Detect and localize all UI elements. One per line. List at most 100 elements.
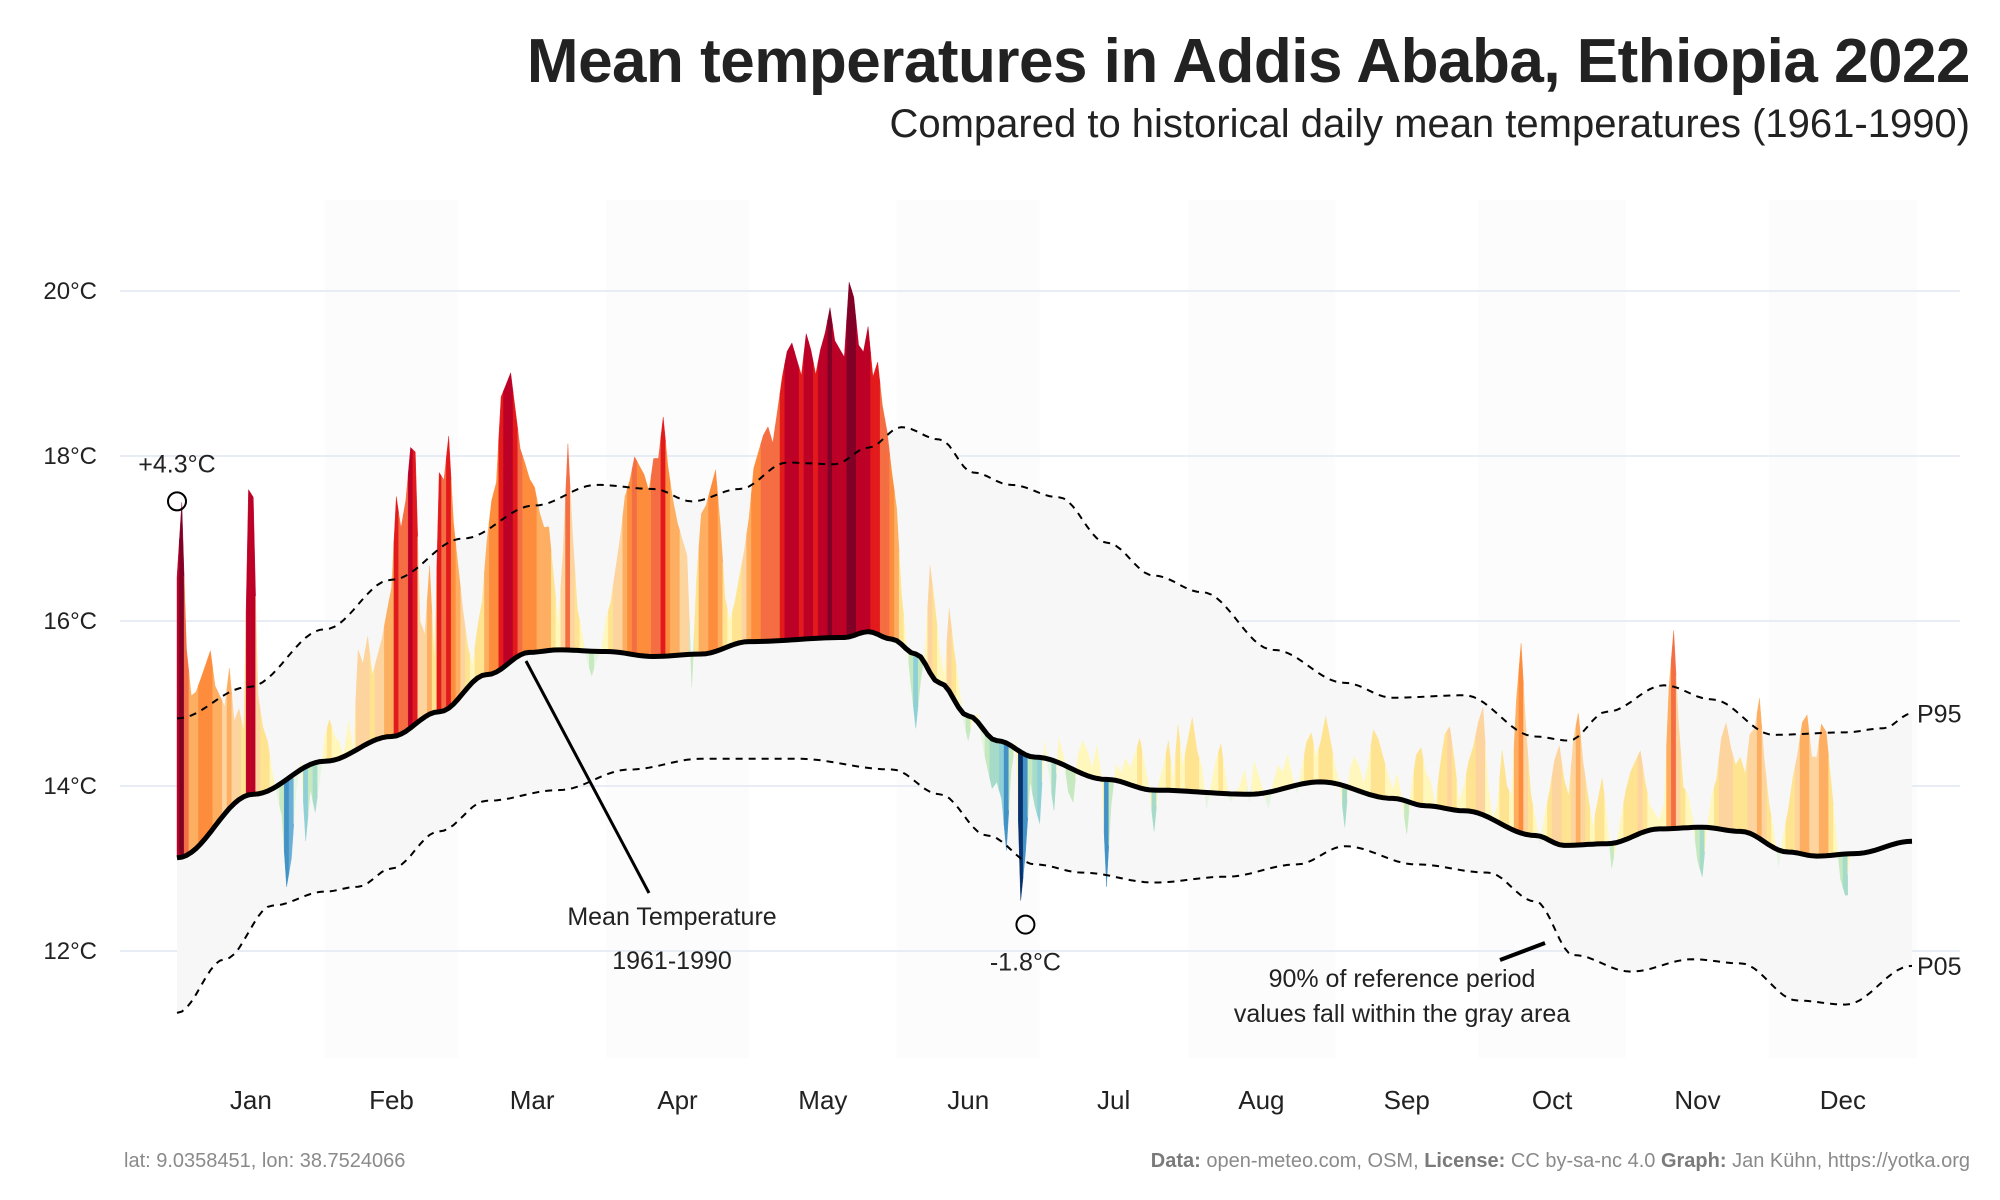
y-tick-label: 16°C: [43, 608, 97, 635]
anomaly-day-69: [498, 390, 504, 671]
anomaly-day-332: [1752, 713, 1758, 838]
anomaly-day-128: [779, 363, 785, 641]
y-tick-label: 12°C: [43, 938, 97, 965]
anomaly-day-133: [803, 333, 809, 640]
anomaly-day-77: [536, 499, 542, 653]
anomaly-day-2: [179, 502, 185, 858]
anomaly-day-268: [1447, 726, 1453, 810]
x-tick-label-jan: Jan: [230, 1085, 272, 1115]
anomaly-day-107: [679, 531, 685, 656]
x-tick-label-feb: Feb: [369, 1085, 414, 1115]
anomaly-day-308: [1637, 750, 1643, 835]
anomaly-day-33: [326, 718, 333, 762]
chart-subtitle: Compared to historical daily mean temper…: [889, 102, 1970, 146]
anomaly-day-76: [531, 482, 538, 653]
p95-label: P95: [1917, 700, 1961, 728]
mean-annotation-line2: 1961-1990: [612, 947, 732, 975]
anomaly-day-14: [236, 708, 242, 803]
x-tick-label-jun: Jun: [947, 1085, 989, 1115]
anomaly-day-9: [212, 668, 218, 830]
x-tick-label-apr: Apr: [657, 1085, 698, 1115]
graph-label: Graph:: [1660, 1150, 1727, 1172]
band-annotation-line1: 90% of reference period: [1269, 965, 1536, 993]
anomaly-day-138: [827, 307, 833, 639]
anomaly-day-262: [1418, 747, 1424, 806]
band-annotation-leader: [1499, 941, 1546, 962]
p05-line: [176, 757, 1913, 1014]
min-anomaly-marker: [1015, 914, 1036, 935]
max-anomaly-label: +4.3°C: [138, 450, 215, 478]
anomaly-day-125: [765, 426, 771, 642]
anomaly-day-134: [808, 341, 814, 640]
anomaly-day-11: [222, 687, 228, 818]
anomaly-day-12: [226, 668, 233, 812]
anomaly-day-172: [989, 736, 995, 789]
mean-annotation-leader: [524, 660, 651, 894]
y-axis: 12°C 14°C 16°C 18°C 20°C: [43, 278, 97, 965]
credits-footer: Data: open-meteo.com, OSM, License: CC b…: [1151, 1150, 1970, 1173]
anomaly-day-123: [755, 443, 762, 642]
graph-value: Jan Kühn, https://yotka.org: [1726, 1150, 1970, 1172]
anomaly-day-68: [493, 439, 499, 674]
anomaly-day-10: [217, 690, 223, 824]
anomaly-day-78: [541, 519, 547, 652]
anomaly-day-329: [1737, 756, 1744, 832]
license-label: License:: [1424, 1150, 1506, 1172]
anomaly-day-3: [183, 575, 190, 857]
anomaly-day-248: [1351, 755, 1357, 791]
x-tick-label-may: May: [798, 1085, 847, 1115]
anomaly-day-343: [1804, 714, 1810, 856]
anomaly-day-131: [794, 350, 800, 640]
anomaly-day-315: [1671, 630, 1677, 829]
anomaly-day-191: [1079, 740, 1086, 776]
anomaly-day-126: [770, 426, 776, 642]
anomaly-day-342: [1799, 717, 1806, 855]
anomaly-day-331: [1747, 730, 1753, 835]
anomaly-day-73: [517, 429, 523, 657]
y-tick-label: 14°C: [43, 773, 97, 800]
anomaly-day-97: [632, 456, 638, 656]
anomaly-day-122: [751, 460, 757, 642]
anomaly-day-72: [512, 391, 518, 661]
anomaly-day-48: [398, 512, 404, 736]
anomaly-day-129: [784, 346, 790, 641]
anomaly-day-58: [446, 435, 452, 710]
reference-p05-p95-band: [177, 427, 1912, 1013]
license-value: CC by-sa-nc 4.0: [1505, 1150, 1661, 1172]
x-tick-label-aug: Aug: [1238, 1085, 1284, 1115]
anomaly-day-127: [775, 393, 781, 642]
anomaly-day-102: [655, 437, 661, 657]
x-tick-label-sep: Sep: [1384, 1085, 1430, 1115]
anomaly-day-135: [813, 361, 819, 639]
anomaly-day-99: [641, 470, 647, 657]
anomaly-day-140: [837, 343, 843, 638]
anomaly-day-105: [670, 482, 676, 657]
anomaly-day-145: [860, 339, 866, 634]
x-tick-label-jul: Jul: [1097, 1085, 1130, 1115]
p05-label: P05: [1917, 953, 1961, 981]
anomaly-day-113: [708, 478, 714, 654]
anomaly-day-150: [884, 418, 890, 640]
anomaly-day-328: [1733, 756, 1739, 832]
anomaly-day-283: [1518, 643, 1524, 835]
anomaly-day-112: [703, 496, 709, 655]
x-tick-label-nov: Nov: [1674, 1085, 1720, 1115]
anomaly-day-45: [384, 600, 390, 738]
anomaly-day-40: [360, 649, 366, 748]
anomaly-day-71: [508, 372, 514, 664]
anomaly-day-147: [870, 351, 876, 634]
anomaly-day-130: [789, 342, 795, 641]
x-tick-label-dec: Dec: [1820, 1085, 1866, 1115]
anomaly-day-314: [1666, 659, 1672, 830]
y-tick-label: 18°C: [43, 443, 97, 470]
anomaly-day-295: [1575, 712, 1581, 846]
data-source-label: Data:: [1150, 1150, 1201, 1172]
anomaly-day-47: [393, 496, 399, 737]
anomaly-day-214: [1189, 717, 1195, 792]
anomaly-day-124: [760, 430, 766, 642]
x-tick-label-oct: Oct: [1532, 1085, 1573, 1115]
anomaly-day-326: [1723, 722, 1729, 831]
anomaly-day-146: [865, 326, 871, 633]
anomaly-day-1: [176, 539, 180, 859]
